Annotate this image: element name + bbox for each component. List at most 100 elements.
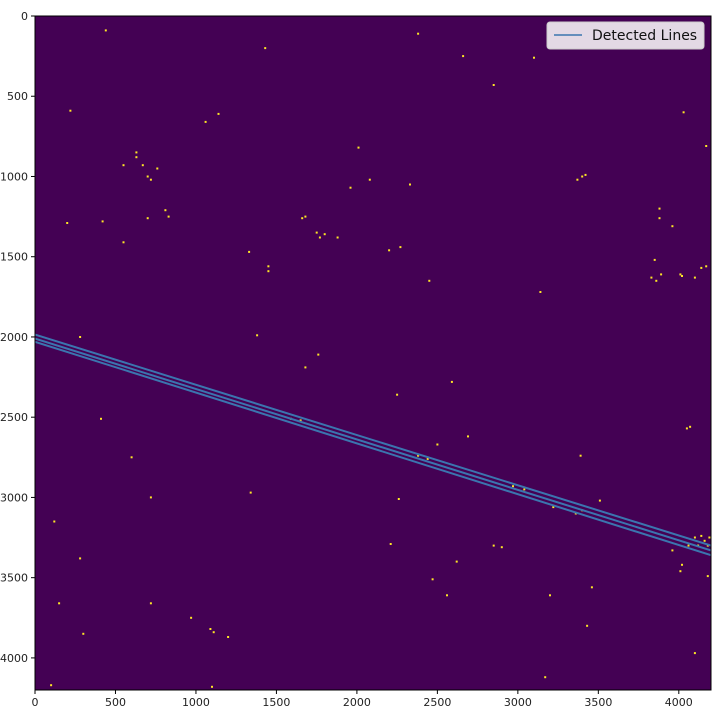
x-tick-label: 2500 bbox=[423, 696, 451, 709]
bright-point bbox=[689, 425, 692, 428]
bright-point bbox=[450, 380, 453, 383]
bright-point bbox=[149, 602, 152, 605]
bright-point bbox=[66, 222, 69, 224]
legend-label: Detected Lines bbox=[592, 28, 697, 44]
x-tick-label: 1500 bbox=[262, 696, 290, 709]
bright-point bbox=[417, 32, 420, 35]
bright-point bbox=[681, 275, 683, 277]
bright-point bbox=[267, 270, 270, 273]
bright-point bbox=[500, 546, 503, 549]
bright-point bbox=[658, 217, 661, 220]
legend-box bbox=[546, 21, 705, 50]
bright-point bbox=[660, 273, 663, 276]
bright-point bbox=[304, 366, 307, 369]
bright-point bbox=[204, 120, 207, 123]
bright-point bbox=[167, 215, 170, 218]
bright-point bbox=[69, 109, 72, 112]
bright-point bbox=[492, 544, 495, 547]
bright-point bbox=[706, 575, 709, 578]
bright-point bbox=[436, 443, 439, 446]
bright-point bbox=[122, 241, 125, 244]
x-tick-label: 4000 bbox=[665, 696, 693, 709]
bright-point bbox=[256, 334, 259, 337]
detected-line bbox=[35, 340, 711, 557]
bright-point bbox=[653, 258, 656, 261]
bright-point bbox=[539, 291, 542, 293]
bright-point bbox=[357, 146, 360, 149]
bright-point bbox=[122, 164, 125, 167]
x-tick-label: 1000 bbox=[182, 696, 210, 709]
y-tick-label: 3500 bbox=[0, 572, 28, 585]
bright-point bbox=[650, 276, 653, 279]
bright-point bbox=[681, 563, 683, 566]
bright-point bbox=[492, 84, 495, 86]
bright-point bbox=[693, 276, 696, 279]
bright-point bbox=[399, 246, 402, 249]
bright-point bbox=[267, 265, 270, 268]
bright-point bbox=[703, 539, 706, 542]
x-axis: 0 500 1000 1500 2000 2500 3000 3500 4000 bbox=[32, 690, 693, 709]
bright-point bbox=[700, 266, 703, 269]
bright-point bbox=[426, 457, 429, 460]
bright-point bbox=[79, 557, 82, 560]
bright-point bbox=[671, 549, 674, 552]
bright-point bbox=[50, 684, 53, 687]
bright-point bbox=[679, 570, 682, 573]
bright-point bbox=[79, 336, 82, 338]
y-tick-label: 0 bbox=[21, 10, 28, 23]
bright-point bbox=[655, 279, 658, 282]
bright-point bbox=[389, 543, 392, 545]
bright-point bbox=[708, 536, 711, 539]
bright-point bbox=[104, 29, 107, 32]
bright-point bbox=[679, 273, 682, 276]
bright-point bbox=[212, 631, 215, 634]
bright-point bbox=[396, 393, 399, 396]
bright-point bbox=[100, 417, 102, 420]
bright-point bbox=[317, 353, 320, 356]
bright-point bbox=[190, 616, 193, 619]
bright-point bbox=[264, 47, 267, 50]
bright-point bbox=[581, 175, 584, 178]
bright-point bbox=[368, 178, 371, 181]
bright-point bbox=[446, 594, 448, 597]
bright-point bbox=[130, 456, 133, 459]
detected-line bbox=[35, 333, 711, 547]
bright-point bbox=[156, 167, 159, 170]
bright-point bbox=[336, 236, 339, 239]
bright-point bbox=[135, 156, 138, 159]
plot-area bbox=[35, 16, 711, 690]
bright-point bbox=[211, 685, 213, 688]
bright-point bbox=[579, 454, 582, 457]
y-tick-label: 1000 bbox=[0, 170, 28, 183]
x-tick-label: 0 bbox=[32, 696, 39, 709]
bright-point bbox=[705, 265, 708, 268]
bright-point bbox=[549, 594, 551, 597]
bright-point bbox=[388, 249, 391, 252]
y-axis: 0 500 1000 1500 2000 2500 3000 3500 4000 bbox=[0, 10, 35, 665]
bright-point bbox=[227, 636, 230, 638]
bright-point bbox=[671, 225, 674, 228]
y-tick-label: 500 bbox=[7, 90, 28, 103]
x-tick-label: 2000 bbox=[343, 696, 371, 709]
bright-point bbox=[135, 151, 138, 154]
bright-point bbox=[141, 164, 144, 167]
bright-point bbox=[586, 624, 589, 627]
bright-point bbox=[512, 485, 514, 488]
x-tick-label: 3500 bbox=[584, 696, 612, 709]
detected-line bbox=[35, 337, 711, 552]
bright-point bbox=[417, 454, 420, 457]
bright-point bbox=[217, 112, 220, 115]
bright-point bbox=[146, 175, 149, 178]
bright-point bbox=[149, 496, 152, 499]
bright-point bbox=[431, 578, 434, 581]
bright-point bbox=[598, 499, 601, 502]
x-tick-label: 3000 bbox=[504, 696, 532, 709]
y-tick-label: 1500 bbox=[0, 251, 28, 264]
bright-point bbox=[301, 217, 304, 220]
bright-point bbox=[53, 520, 56, 523]
bright-point bbox=[533, 56, 535, 59]
bright-point bbox=[323, 233, 326, 236]
bright-point bbox=[685, 427, 688, 430]
plot-frame bbox=[34, 15, 712, 691]
